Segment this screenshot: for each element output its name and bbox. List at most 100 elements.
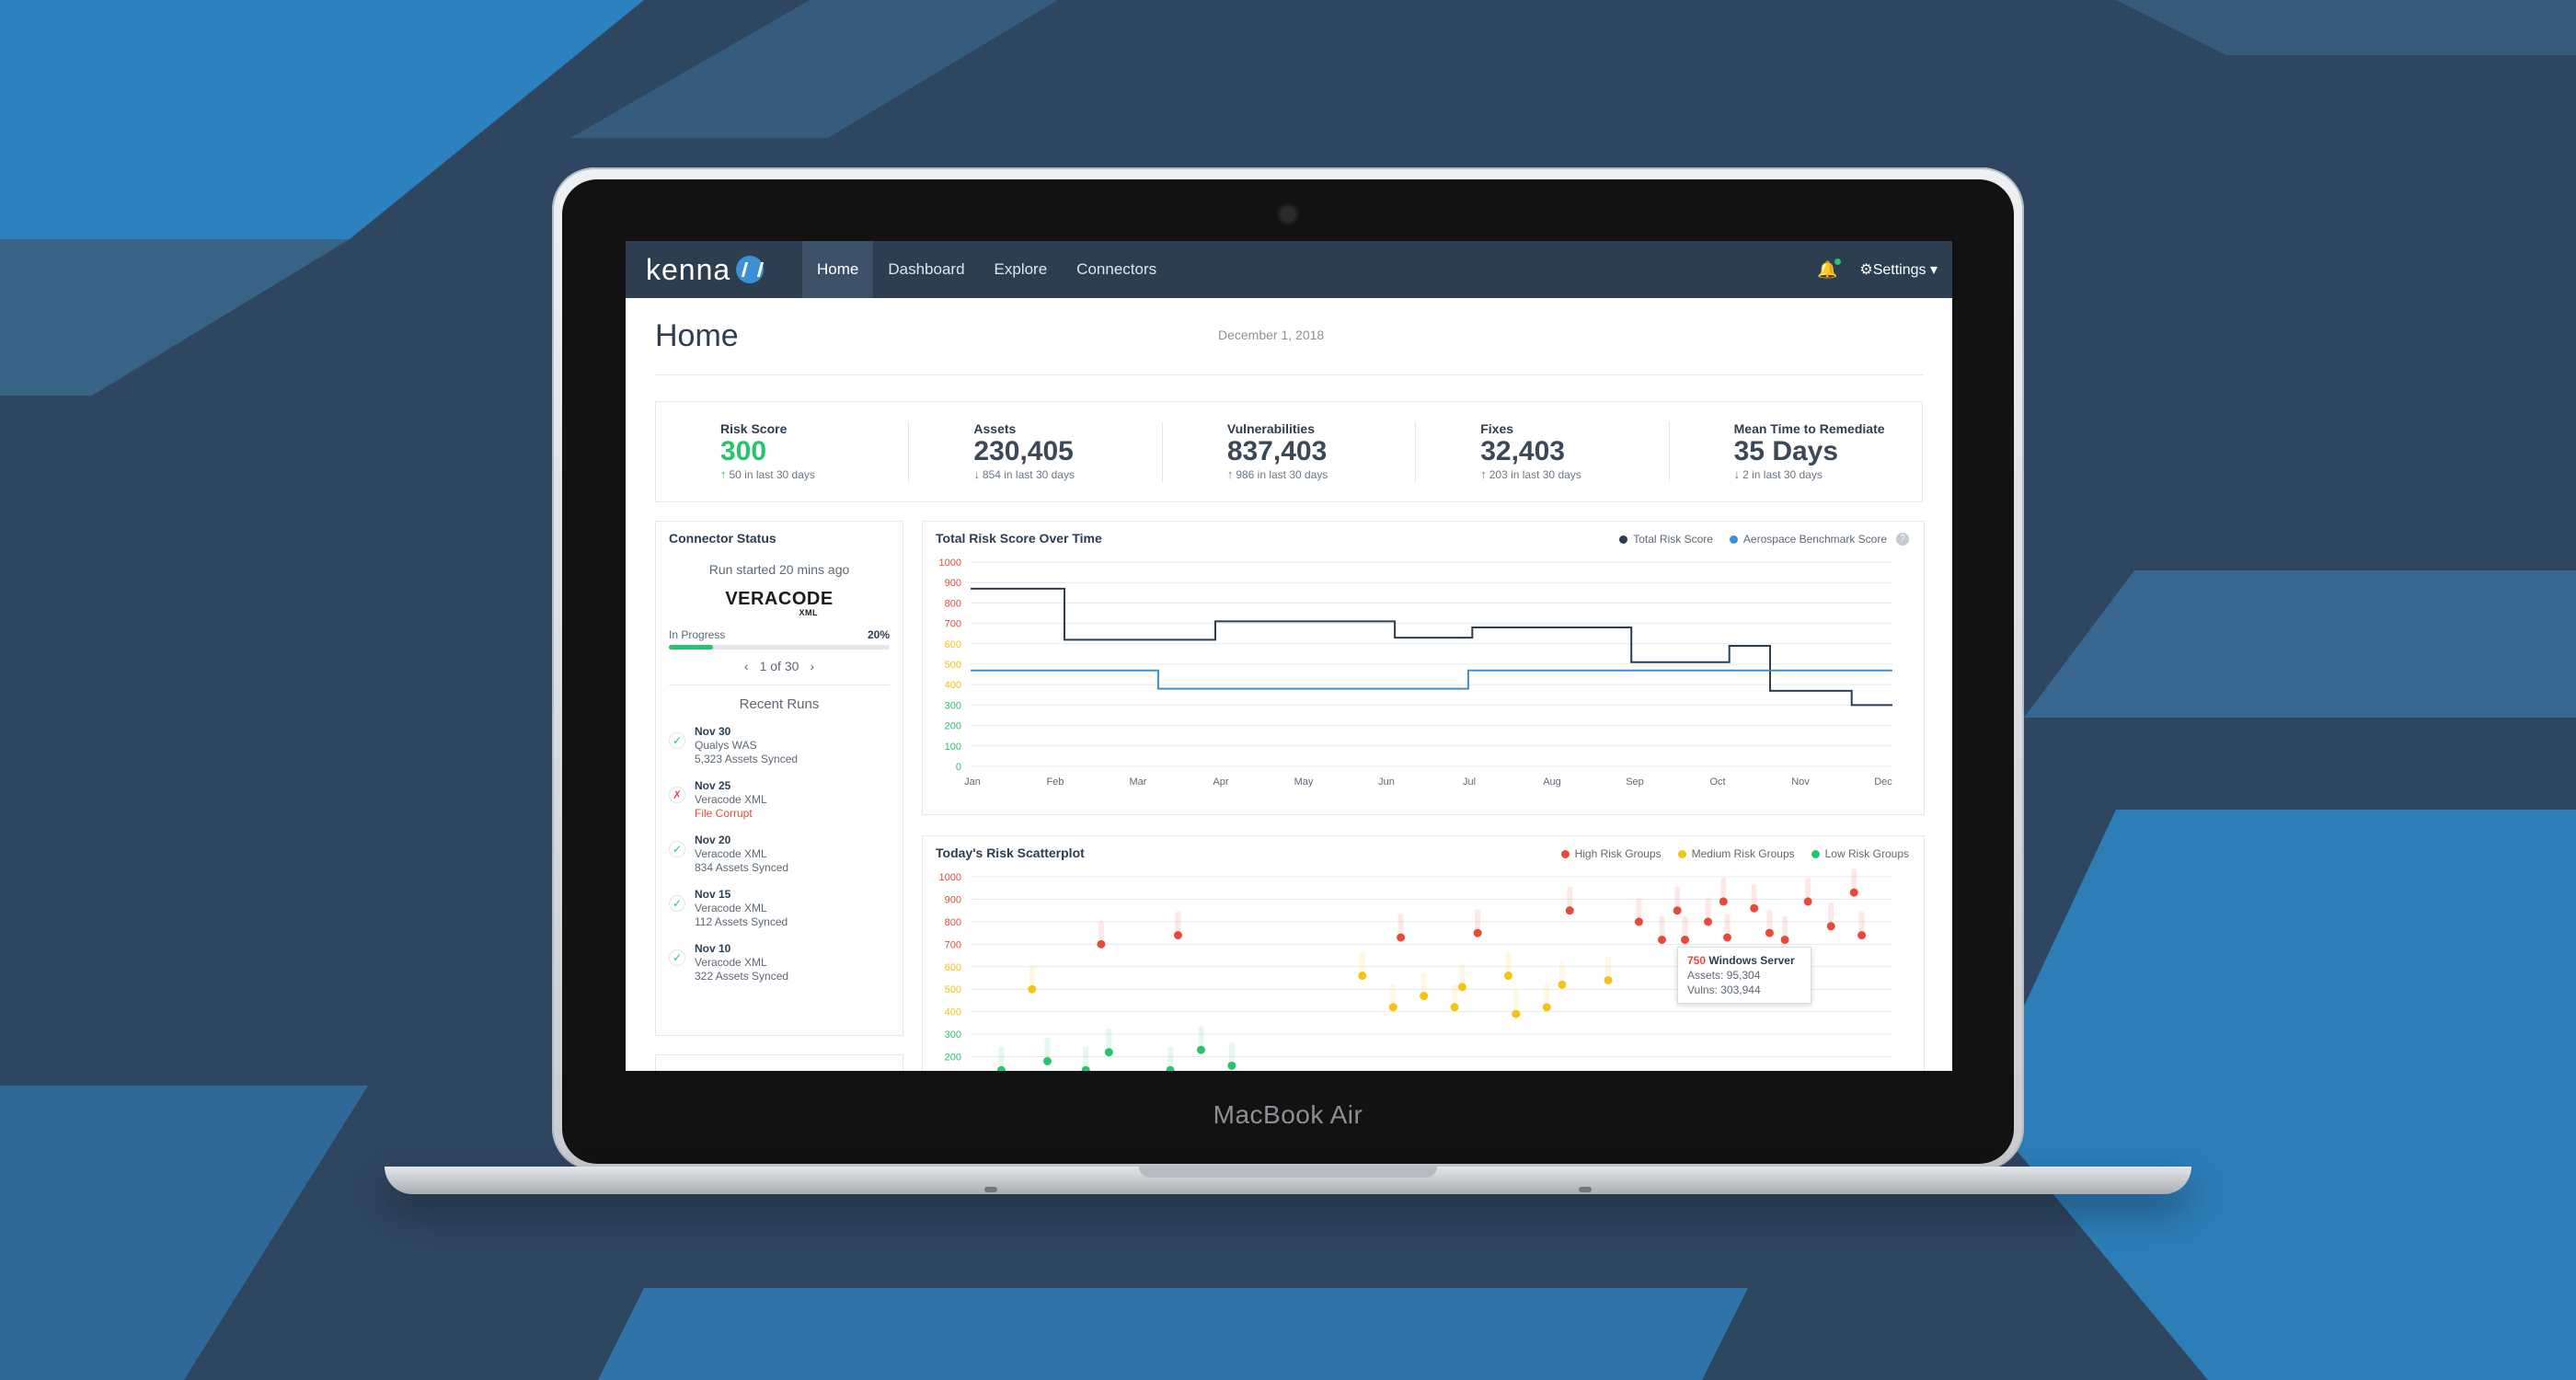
scatter-point xyxy=(1565,906,1574,915)
scatter-point xyxy=(1504,972,1512,981)
run-source: Veracode XML xyxy=(695,847,767,860)
nav-explore[interactable]: Explore xyxy=(994,260,1048,278)
point-trail xyxy=(1083,1046,1089,1067)
scatter-point xyxy=(1473,928,1482,937)
run-item[interactable]: ✓ Nov 30 Qualys WAS 5,323 Assets Synced xyxy=(669,725,890,766)
chevron-left-icon[interactable]: ‹ xyxy=(743,659,749,673)
stat-value: 300 xyxy=(720,436,767,466)
arrow-down-icon: ↓ xyxy=(1733,467,1741,481)
x-tick-label: Jun xyxy=(1378,776,1395,788)
gear-icon: ⚙ xyxy=(1859,262,1873,278)
camera-icon xyxy=(1280,206,1296,223)
settings-dropdown[interactable]: ⚙Settings ▾ xyxy=(1859,260,1938,279)
scatter-point xyxy=(1166,1065,1175,1071)
scatter-point xyxy=(1826,922,1835,931)
stat-fixes[interactable]: Fixes 32,403 ↑ 203 in last 30 days xyxy=(1416,421,1670,482)
scatter-point xyxy=(1604,975,1613,984)
legend-item: Total Risk Score xyxy=(1619,533,1713,546)
nav-home[interactable]: Home xyxy=(802,241,874,298)
legend-item: Medium Risk Groups xyxy=(1677,847,1795,860)
legend-dot xyxy=(1811,850,1820,858)
veracode-logo: VERACODE XML xyxy=(669,590,890,617)
stat-mttr[interactable]: Mean Time to Remediate 35 Days ↓ 2 in las… xyxy=(1670,421,1922,482)
y-tick-label: 1000 xyxy=(939,558,961,569)
stat-vulnerabilities[interactable]: Vulnerabilities 837,403 ↑ 986 in last 30 … xyxy=(1163,421,1417,482)
run-detail: 5,323 Assets Synced xyxy=(695,753,799,765)
chevron-right-icon[interactable]: › xyxy=(810,659,815,673)
tooltip-assets: Assets: 95,304 xyxy=(1687,969,1761,982)
scatter-point xyxy=(1028,984,1037,994)
point-trail xyxy=(1098,920,1104,941)
run-date: Nov 30 xyxy=(695,725,731,738)
settings-label: Settings xyxy=(1872,262,1926,278)
x-icon: ✗ xyxy=(669,787,685,803)
point-trail xyxy=(1851,868,1857,890)
point-trail xyxy=(1674,886,1681,907)
arrow-up-icon: ↑ xyxy=(720,467,727,481)
scatter-point xyxy=(1512,1009,1521,1018)
nav-connectors[interactable]: Connectors xyxy=(1076,260,1157,278)
run-item[interactable]: ✓ Nov 15 Veracode XML 112 Assets Synced xyxy=(669,888,890,929)
scatter-point xyxy=(1173,931,1182,940)
stat-delta: 50 in last 30 days xyxy=(729,468,815,481)
stat-delta: 203 in last 30 days xyxy=(1489,468,1581,481)
point-trail xyxy=(1828,902,1834,923)
run-item[interactable]: ✗ Nov 25 Veracode XML File Corrupt xyxy=(669,779,890,821)
nav-dashboard[interactable]: Dashboard xyxy=(888,260,965,278)
point-trail xyxy=(1452,983,1458,1004)
legend-dot xyxy=(1677,850,1686,858)
point-trail xyxy=(1782,915,1788,937)
x-tick-label: Sep xyxy=(1626,776,1644,788)
run-item[interactable]: ✓ Nov 10 Veracode XML 322 Assets Synced xyxy=(669,942,890,983)
run-source: Qualys WAS xyxy=(695,739,757,752)
point-trail xyxy=(1459,962,1466,983)
stat-delta: 2 in last 30 days xyxy=(1742,468,1823,481)
point-trail xyxy=(1475,909,1481,930)
arrow-up-icon: ↑ xyxy=(1480,467,1487,481)
kenna-mark-icon xyxy=(736,256,765,283)
y-tick-label: 400 xyxy=(945,680,961,691)
point-trail xyxy=(1636,897,1642,918)
point-trail xyxy=(1420,972,1427,993)
y-tick-label: 900 xyxy=(945,578,961,589)
legend-label: Aerospace Benchmark Score xyxy=(1742,533,1887,546)
y-tick-label: 800 xyxy=(945,598,961,609)
check-icon: ✓ xyxy=(669,732,685,749)
scatter-point xyxy=(1358,972,1367,981)
run-detail: 834 Assets Synced xyxy=(695,861,789,874)
brand-name: VERACODE xyxy=(725,589,834,609)
y-tick-label: 600 xyxy=(945,962,961,973)
point-trail xyxy=(1198,1026,1204,1047)
stat-risk-score[interactable]: Risk Score 300 ↑ 50 in last 30 days xyxy=(656,421,910,482)
info-icon[interactable]: ? xyxy=(1896,533,1909,546)
y-tick-label: 500 xyxy=(945,660,961,671)
page-title: Home xyxy=(655,318,739,353)
stat-assets[interactable]: Assets 230,405 ↓ 854 in last 30 days xyxy=(909,421,1163,482)
point-trail xyxy=(1766,909,1773,930)
laptop-model-label: MacBook Air xyxy=(1213,1100,1363,1129)
point-trail xyxy=(1558,960,1565,982)
legend-item: Low Risk Groups xyxy=(1811,847,1909,860)
stat-label: Vulnerabilities xyxy=(1226,421,1315,436)
scatter-point xyxy=(1857,931,1867,940)
kenna-logo[interactable]: kenna xyxy=(626,253,802,287)
scatter-point xyxy=(1658,935,1666,944)
x-tick-label: Jan xyxy=(964,776,981,788)
point-trail xyxy=(1720,877,1727,898)
chart-title: Total Risk Score Over Time xyxy=(936,531,1102,546)
recent-runs-title: Recent Runs xyxy=(739,696,820,712)
legend-label: Low Risk Groups xyxy=(1824,847,1909,860)
scatter-point xyxy=(1197,1045,1205,1054)
page-header: Home December 1, 2018 xyxy=(655,298,1923,375)
point-trail xyxy=(1106,1028,1112,1049)
stat-delta: 986 in last 30 days xyxy=(1236,468,1328,481)
point-trail xyxy=(1175,911,1181,932)
arrow-down-icon: ↓ xyxy=(973,467,980,481)
y-tick-label: 200 xyxy=(945,1052,961,1064)
check-icon: ✓ xyxy=(669,949,685,966)
scatter-point xyxy=(1104,1048,1113,1057)
notification-bell-icon[interactable]: 🔔 xyxy=(1817,258,1842,280)
run-date: Nov 25 xyxy=(695,779,731,792)
run-item[interactable]: ✓ Nov 20 Veracode XML 834 Assets Synced xyxy=(669,834,890,875)
y-tick-label: 200 xyxy=(945,721,961,732)
